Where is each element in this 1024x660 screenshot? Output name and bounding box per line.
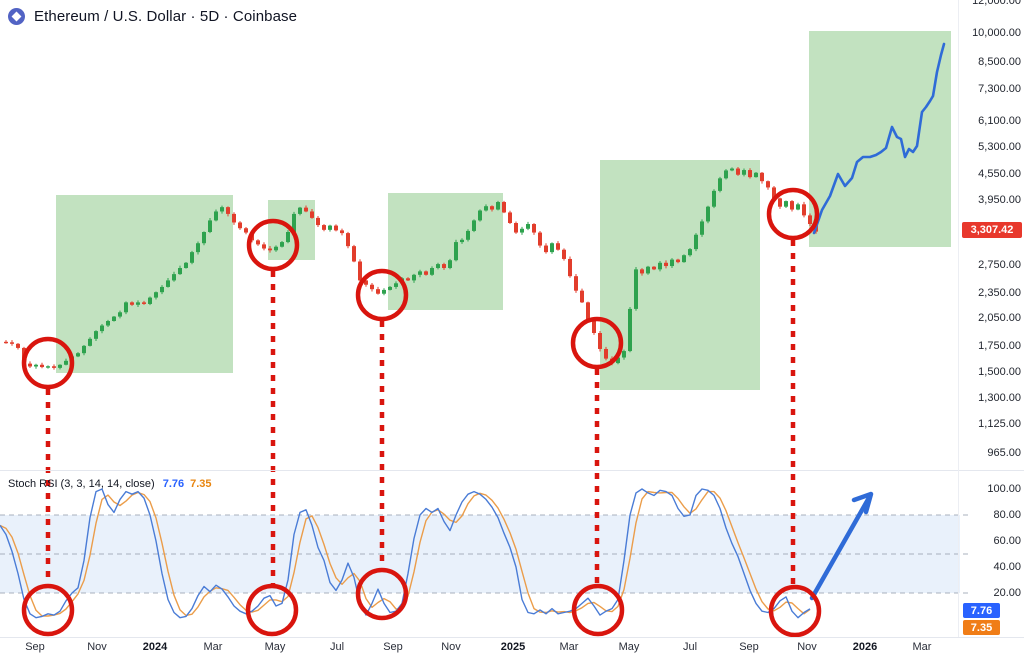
highlight-box[interactable] (809, 31, 951, 247)
time-axis-label: Mar (203, 641, 223, 653)
price-axis-label: 12,000.00 (972, 0, 1021, 7)
stoch-rsi-k-tag: 7.76 (963, 603, 1000, 618)
price-axis-label: 7,300.00 (978, 83, 1021, 95)
price-axis-label: 4,550.00 (978, 168, 1021, 180)
price-axis-label: 6,100.00 (978, 115, 1021, 127)
rsi-axis-label: 100.00 (987, 483, 1021, 495)
symbol-header[interactable]: Ethereum / U.S. Dollar · 5D · Coinbase (8, 4, 297, 28)
time-axis-label: Nov (87, 641, 107, 653)
last-price-tag: 3,307.42 (962, 222, 1022, 238)
time-axis-label: Nov (441, 641, 461, 653)
time-axis-label: Mar (912, 641, 932, 653)
price-axis-label: 2,350.00 (978, 287, 1021, 299)
time-axis-label: Sep (383, 641, 403, 653)
price-axis-label: 10,000.00 (972, 27, 1021, 39)
time-axis-label: May (618, 641, 640, 653)
time-axis-year-label: 2024 (142, 641, 168, 653)
rsi-axis-label: 80.00 (993, 509, 1021, 521)
time-axis[interactable]: Sep Nov 2024 Mar May Jul Sep Nov 2025 Mar May Jul Se… (0, 641, 958, 657)
price-axis-label: 965.00 (987, 447, 1021, 459)
stoch-rsi-d-tag: 7.35 (963, 620, 1000, 635)
price-axis-label: 8,500.00 (978, 56, 1021, 68)
rsi-axis-label: 20.00 (993, 587, 1021, 599)
time-axis-label: Jul (329, 641, 345, 653)
time-axis-label: Sep (739, 641, 759, 653)
price-axis-label: 2,750.00 (978, 259, 1021, 271)
time-axis-label: Mar (559, 641, 579, 653)
price-axis-divider (958, 0, 959, 637)
indicator-k-value: 7.76 (162, 478, 185, 490)
price-axis[interactable]: 12,000.00 10,000.00 8,500.00 7,300.00 6,100.… (958, 0, 1024, 660)
price-axis-label: 5,300.00 (978, 141, 1021, 153)
price-axis-label: 1,125.00 (978, 418, 1021, 430)
indicator-params: (3, 3, 14, 14, close) (60, 478, 155, 490)
price-axis-label: 1,500.00 (978, 366, 1021, 378)
highlight-box[interactable] (56, 195, 233, 373)
time-axis-label: Nov (797, 641, 817, 653)
time-axis-label: May (264, 641, 286, 653)
indicator-d-value: 7.35 (190, 478, 212, 490)
pane-divider[interactable] (0, 470, 1024, 471)
time-axis-divider (0, 637, 1024, 638)
rsi-axis-label: 40.00 (993, 561, 1021, 573)
price-axis-label: 1,750.00 (978, 340, 1021, 352)
stoch-rsi-legend[interactable]: Stoch RSI (3, 3, 14, 14, close) 7.76 7.35 (8, 478, 212, 490)
time-axis-year-label: 2026 (852, 641, 878, 653)
time-axis-label: Sep (25, 641, 45, 653)
ethereum-icon (8, 7, 25, 25)
price-axis-label: 3,950.00 (978, 194, 1021, 206)
rsi-band (0, 514, 968, 594)
indicator-title: Stoch RSI (8, 478, 58, 490)
time-axis-label: Jul (682, 641, 698, 653)
rsi-axis[interactable]: 100.00 80.00 60.00 40.00 20.00 (958, 0, 1024, 660)
symbol-title[interactable]: Ethereum / U.S. Dollar · 5D · Coinbase (34, 7, 298, 25)
price-axis-label: 2,050.00 (978, 312, 1021, 324)
time-axis-year-label: 2025 (500, 641, 526, 653)
rsi-axis-label: 60.00 (993, 535, 1021, 547)
price-axis-label: 1,300.00 (978, 392, 1021, 404)
highlight-box[interactable] (600, 160, 760, 390)
